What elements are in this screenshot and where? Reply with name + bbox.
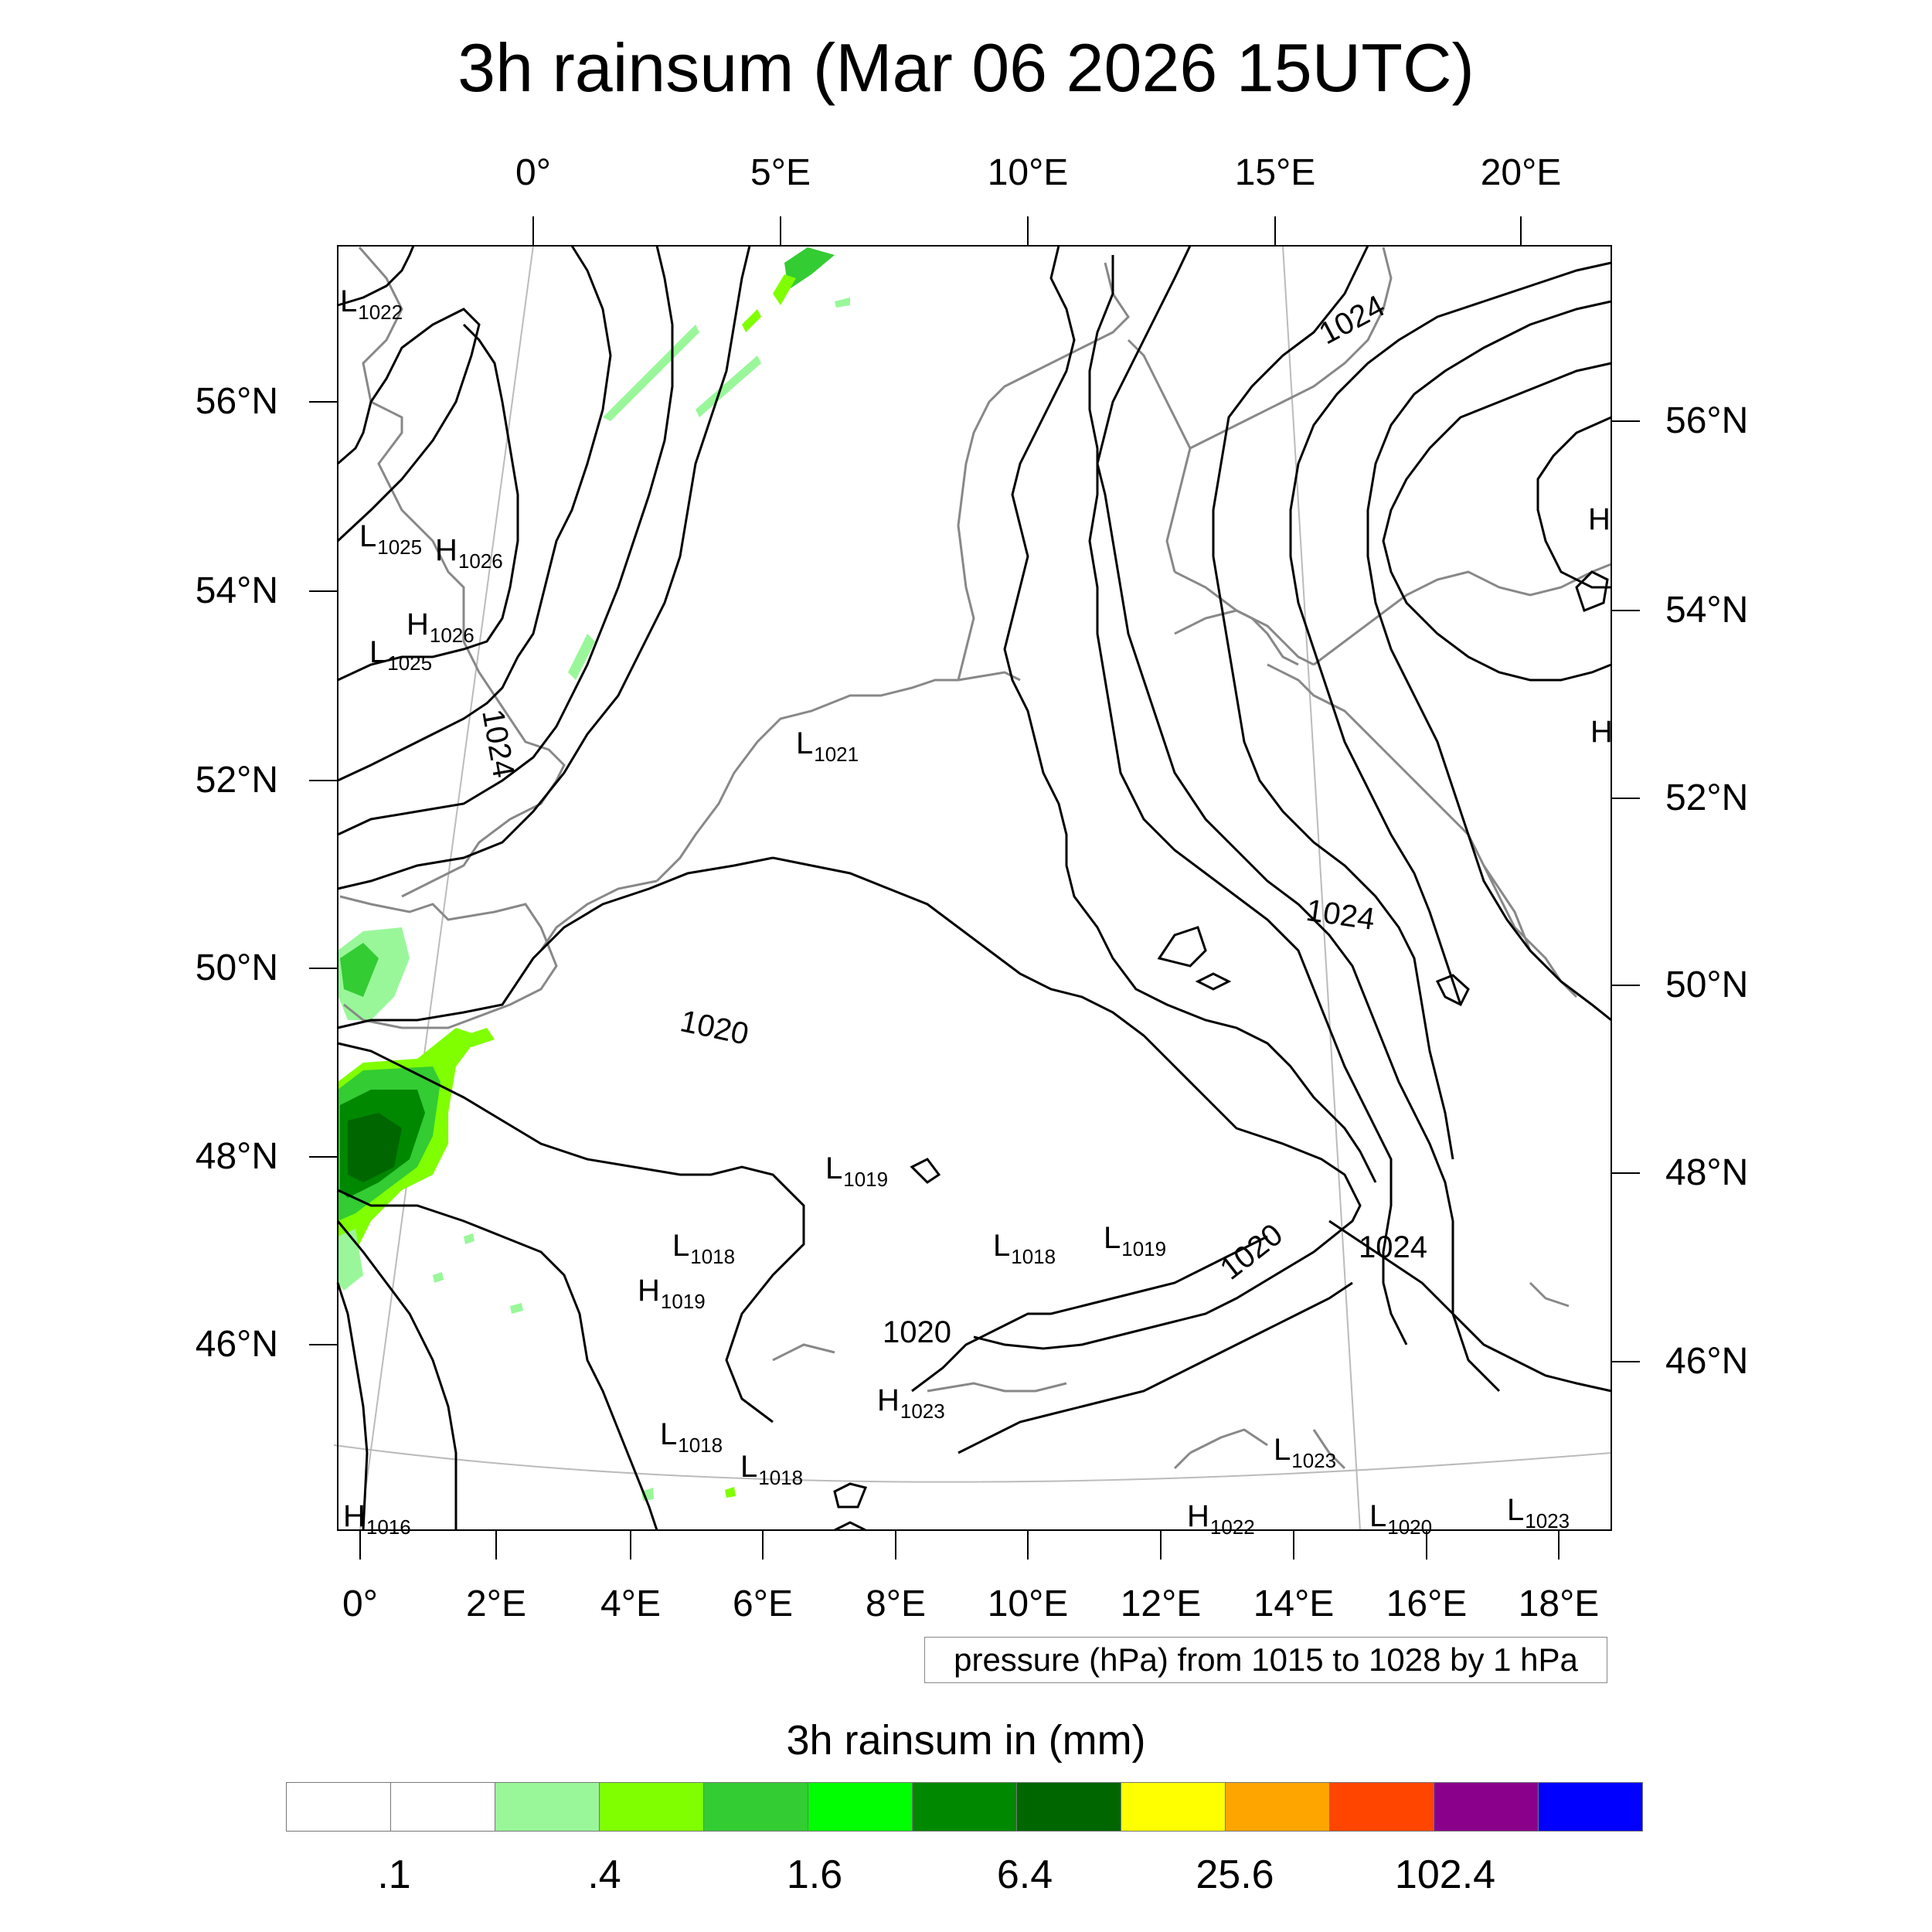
pressure-center: H1026 [406, 607, 474, 647]
bottom-lon-label-6e: 6°E [733, 1583, 793, 1624]
top-lon-label-15e: 15°E [1234, 152, 1316, 193]
left-lat-label-56n: 56°N [195, 381, 278, 422]
right-lat-label-52n: 52°N [1665, 777, 1749, 818]
bottom-lon-label-0: 0° [342, 1583, 378, 1624]
bottom-lon-label-16e: 16°E [1386, 1583, 1468, 1624]
pressure-center: L1021 [796, 726, 859, 766]
legend-label: 1.6 [786, 1852, 843, 1897]
pressure-center: L1018 [740, 1450, 804, 1489]
pressure-center: H1022 [1187, 1499, 1255, 1539]
top-lon-label-0: 0° [515, 152, 551, 193]
legend-color-box [1538, 1782, 1643, 1832]
bottom-lon-label-14e: 14°E [1253, 1583, 1335, 1624]
isobar-label: 1020 [883, 1315, 951, 1349]
pressure-center: L1022 [340, 284, 403, 324]
pressure-center: L1018 [993, 1229, 1056, 1268]
right-lat-label-48n: 48°N [1665, 1152, 1749, 1193]
pressure-center: L1020 [1369, 1499, 1433, 1539]
legend-label: 102.4 [1394, 1852, 1496, 1897]
right-lat-label-56n: 56°N [1665, 400, 1749, 441]
pressure-center: H [1590, 715, 1613, 749]
color-legend-bar [286, 1782, 1643, 1833]
legend-label: .4 [587, 1852, 621, 1897]
isobars [336, 245, 1612, 1532]
tick-marks [309, 216, 1640, 1560]
pressure-center: L1019 [1104, 1221, 1167, 1260]
top-lon-label-10e: 10°E [987, 152, 1069, 193]
left-lat-label-50n: 50°N [195, 947, 278, 988]
legend-color-box [912, 1782, 1017, 1832]
legend-color-box [1121, 1782, 1226, 1832]
pressure-center: L1023 [1507, 1493, 1570, 1532]
legend-color-box [1225, 1782, 1330, 1832]
bottom-lon-label-10e: 10°E [987, 1583, 1069, 1624]
legend-label: 6.4 [996, 1852, 1053, 1897]
pressure-center: L1023 [1274, 1433, 1337, 1472]
bottom-lon-label-18e: 18°E [1518, 1583, 1600, 1624]
pressure-center: H1026 [435, 533, 503, 573]
left-lat-label-52n: 52°N [195, 760, 278, 801]
legend-color-box [390, 1782, 495, 1832]
legend-title: 3h rainsum in (mm) [786, 1717, 1146, 1764]
bottom-lon-label-8e: 8°E [866, 1583, 926, 1624]
graticule [333, 245, 1612, 1531]
plot-frame [337, 245, 1612, 1531]
pressure-center: H1016 [343, 1499, 411, 1539]
top-lon-label-5e: 5°E [750, 152, 811, 193]
legend-color-box [703, 1782, 808, 1832]
right-lat-label-50n: 50°N [1665, 964, 1749, 1005]
pressure-center: H1019 [638, 1274, 706, 1313]
bottom-lon-label-4e: 4°E [600, 1583, 661, 1624]
pressure-center: H [1588, 502, 1611, 536]
left-lat-label-48n: 48°N [195, 1136, 278, 1177]
pressure-center: L1018 [660, 1417, 723, 1457]
chart-title: 3h rainsum (Mar 06 2026 15UTC) [457, 29, 1475, 106]
left-lat-label-46n: 46°N [195, 1324, 278, 1365]
pressure-center: L1018 [672, 1229, 736, 1268]
contour-info-box: pressure (hPa) from 1015 to 1028 by 1 hP… [924, 1637, 1607, 1683]
legend-color-box [495, 1782, 600, 1832]
right-lat-label-46n: 46°N [1665, 1341, 1749, 1382]
legend-color-box [286, 1782, 391, 1832]
legend-label: .1 [377, 1852, 411, 1897]
isobar-label: 1024 [1359, 1230, 1427, 1264]
top-lon-label-20e: 20°E [1480, 152, 1562, 193]
rain-field [338, 247, 850, 1501]
coastlines [339, 247, 1612, 1470]
pressure-center: L1025 [359, 519, 423, 559]
legend-label: 25.6 [1196, 1852, 1274, 1897]
bottom-lon-label-12e: 12°E [1120, 1583, 1202, 1624]
pressure-center: H1023 [877, 1383, 945, 1423]
legend-color-box [808, 1782, 913, 1832]
left-lat-label-54n: 54°N [195, 570, 278, 611]
pressure-center: L1019 [825, 1151, 889, 1191]
right-lat-label-54n: 54°N [1665, 590, 1749, 631]
legend-color-box [1329, 1782, 1434, 1832]
legend-color-box [1434, 1782, 1539, 1832]
pressure-center: L1025 [369, 635, 433, 675]
legend-color-box [1016, 1782, 1121, 1832]
legend-color-box [599, 1782, 704, 1832]
bottom-lon-label-2e: 2°E [466, 1583, 526, 1624]
